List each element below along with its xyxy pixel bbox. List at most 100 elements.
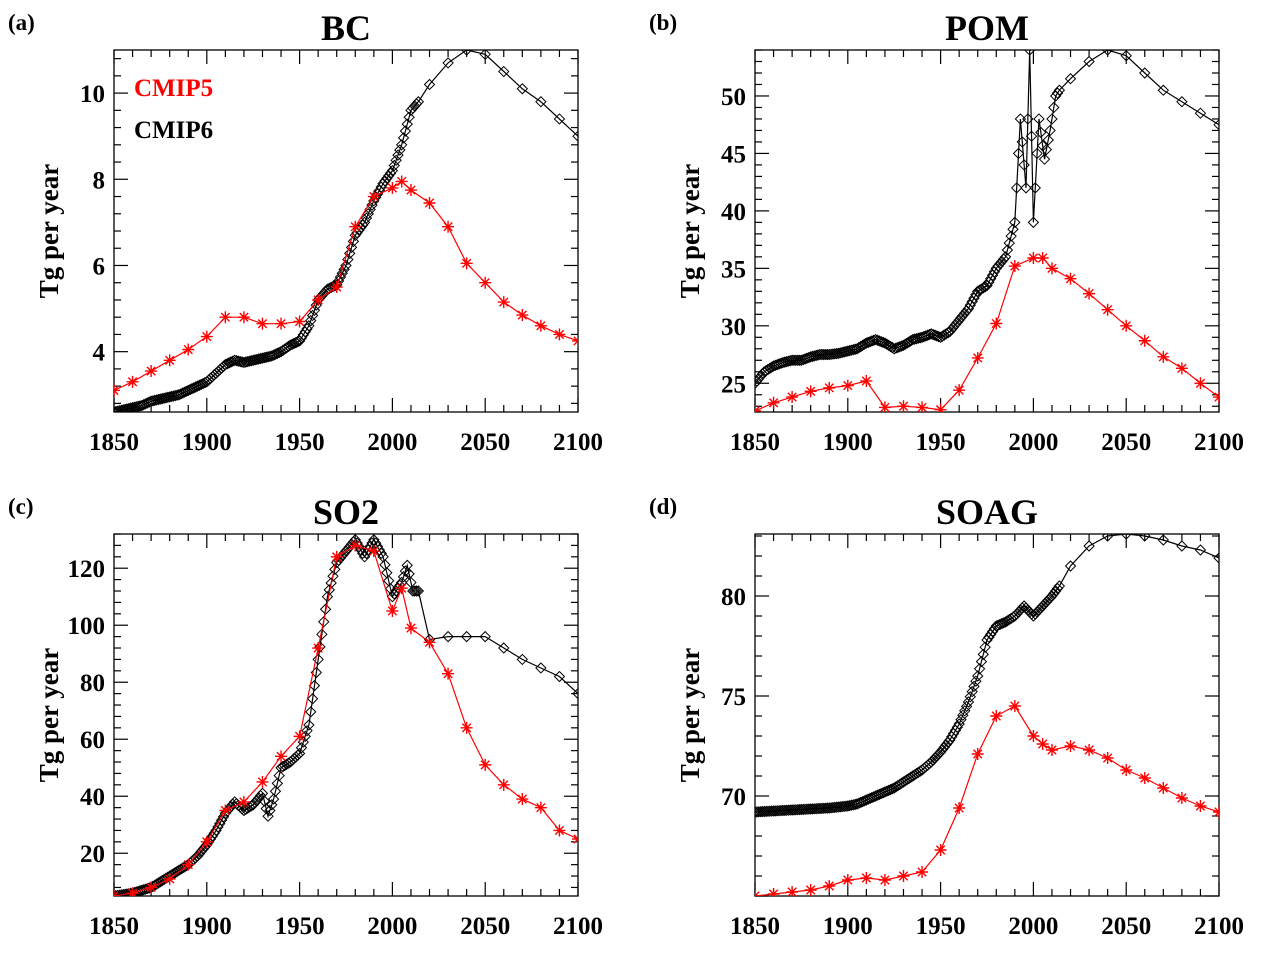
data-point-cmip6 — [247, 354, 259, 366]
data-point-cmip6 — [305, 706, 317, 718]
data-point-cmip6 — [1213, 118, 1219, 131]
data-point-cmip5 — [934, 403, 947, 412]
data-point-cmip6 — [195, 845, 207, 858]
data-point-cmip6 — [273, 346, 285, 359]
data-point-cmip5 — [755, 890, 761, 896]
data-point-cmip6 — [1064, 560, 1077, 572]
data-point-cmip6 — [1139, 67, 1151, 79]
data-point-cmip6 — [150, 394, 163, 406]
data-point-cmip5 — [423, 636, 436, 649]
data-point-cmip5 — [804, 385, 817, 398]
data-point-cmip6 — [949, 318, 962, 331]
data-point-cmip6 — [355, 221, 367, 234]
data-point-cmip6 — [156, 392, 168, 405]
data-point-cmip5 — [114, 890, 120, 896]
data-point-cmip6 — [175, 388, 187, 400]
plot-frame — [754, 533, 1220, 897]
x-tick-label: 2050 — [460, 913, 510, 940]
data-point-cmip6 — [1038, 153, 1051, 165]
data-point-cmip6 — [1083, 55, 1095, 68]
data-point-cmip5 — [1101, 752, 1114, 764]
data-point-cmip5 — [497, 296, 510, 309]
x-tick-label: 2000 — [367, 913, 417, 940]
x-tick-label: 1900 — [823, 913, 873, 940]
panel-label: (c) — [8, 494, 34, 519]
data-point-cmip6 — [114, 405, 124, 412]
data-point-cmip6 — [117, 404, 129, 412]
series-line-cmip6 — [114, 538, 578, 896]
chart-soag: (d) SOAG Tg per year 1850 1900 1950 2000 2050 21… — [649, 492, 1244, 940]
data-point-cmip6 — [366, 199, 378, 211]
y-axis-label: Tg per year — [675, 164, 705, 298]
data-point-cmip6 — [1025, 130, 1038, 142]
chart-title: SOAG — [936, 492, 1038, 532]
panel-a: (a) BC Tg per year 1850 1900 1950 2000 2050 2100… — [0, 0, 641, 484]
data-point-cmip6 — [972, 670, 984, 682]
data-point-cmip5 — [971, 748, 984, 760]
data-point-cmip6 — [149, 394, 161, 407]
chart-title: BC — [321, 8, 371, 48]
data-point-cmip5 — [786, 886, 799, 896]
data-point-cmip6 — [381, 172, 393, 185]
data-point-cmip6 — [384, 167, 397, 179]
data-point-cmip6 — [267, 349, 280, 361]
y-tick-label: 40 — [80, 784, 105, 811]
data-point-cmip5 — [163, 354, 176, 367]
x-tick-label: 2000 — [1008, 429, 1058, 456]
data-point-cmip5 — [934, 844, 947, 856]
data-point-cmip6 — [1005, 230, 1017, 242]
data-point-cmip6 — [970, 289, 982, 301]
data-point-cmip5 — [163, 872, 176, 885]
data-point-cmip6 — [251, 794, 263, 806]
data-point-cmip6 — [245, 355, 258, 367]
data-point-cmip6 — [254, 789, 267, 802]
data-point-cmip6 — [843, 344, 856, 357]
data-point-cmip5 — [145, 881, 158, 894]
data-point-cmip5 — [1138, 772, 1151, 784]
data-point-cmip6 — [410, 585, 423, 597]
data-point-cmip6 — [1022, 113, 1034, 125]
data-point-cmip5 — [460, 257, 473, 270]
data-point-cmip6 — [1016, 136, 1028, 148]
data-point-cmip6 — [247, 799, 259, 811]
data-point-cmip6 — [1064, 73, 1077, 85]
data-point-cmip6 — [1042, 134, 1054, 146]
data-point-cmip6 — [269, 348, 282, 360]
data-point-cmip6 — [959, 705, 971, 717]
data-point-cmip5 — [1120, 319, 1133, 332]
series-cmip5 — [114, 539, 578, 896]
data-point-cmip6 — [154, 876, 167, 888]
data-point-cmip6 — [184, 383, 196, 396]
data-point-cmip5 — [404, 184, 417, 197]
y-tick-label: 45 — [721, 141, 746, 168]
data-point-cmip6 — [344, 247, 356, 260]
data-point-cmip6 — [516, 83, 529, 95]
data-point-cmip6 — [154, 393, 167, 405]
data-point-cmip5 — [572, 832, 578, 845]
data-point-cmip5 — [1213, 806, 1219, 818]
data-point-cmip6 — [182, 384, 194, 397]
y-tick-label: 35 — [721, 256, 746, 283]
data-point-cmip5 — [126, 375, 139, 388]
data-point-cmip6 — [1101, 534, 1114, 542]
data-point-cmip5 — [1175, 362, 1188, 375]
data-point-cmip6 — [886, 783, 899, 795]
data-point-cmip6 — [977, 648, 989, 661]
data-point-cmip5 — [534, 319, 547, 332]
data-point-cmip6 — [1053, 84, 1066, 96]
data-point-cmip5 — [841, 874, 854, 886]
data-point-cmip6 — [193, 379, 206, 391]
data-point-cmip6 — [479, 50, 491, 61]
series-cmip5 — [755, 700, 1219, 896]
data-point-cmip6 — [755, 372, 765, 385]
data-point-cmip6 — [1046, 590, 1058, 602]
data-point-cmip6 — [303, 719, 315, 731]
data-point-cmip6 — [173, 389, 185, 401]
data-point-cmip5 — [553, 328, 566, 341]
data-point-cmip6 — [960, 700, 973, 713]
data-point-cmip6 — [1040, 143, 1053, 156]
y-tick-label: 4 — [93, 340, 106, 367]
data-point-cmip5 — [1045, 744, 1058, 756]
data-point-cmip6 — [929, 329, 941, 341]
data-point-cmip6 — [397, 132, 410, 144]
